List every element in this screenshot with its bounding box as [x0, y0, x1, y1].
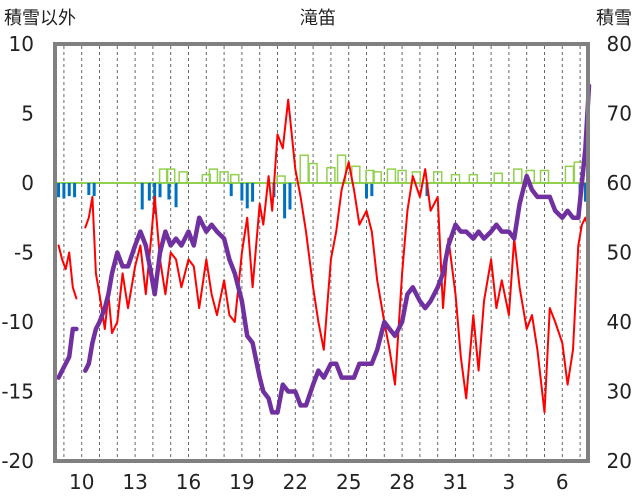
blue-bar	[167, 183, 171, 200]
x-tick-label: 22	[283, 470, 308, 494]
left-tick-label: -10	[1, 310, 34, 334]
green-bar	[365, 169, 375, 184]
green-bar	[397, 169, 407, 184]
line-layer	[56, 83, 592, 415]
x-tick-label: 31	[443, 470, 468, 494]
blue-bar	[245, 183, 249, 209]
snow-depth-line	[56, 83, 592, 415]
green-bar	[372, 171, 382, 184]
left-tick-label: 5	[21, 102, 34, 126]
x-tick-label: 16	[176, 470, 201, 494]
blue-bar	[583, 183, 587, 202]
blue-bar	[73, 183, 77, 198]
blue-bar	[251, 183, 255, 202]
x-axis-ticks: 10 13 16 19 22 25 28 31 3 6	[69, 470, 569, 494]
green-bar	[450, 173, 461, 184]
left-tick-label: 10	[9, 32, 34, 56]
blue-bar	[57, 183, 61, 198]
x-tick-label: 3	[503, 470, 516, 494]
left-tick-label: -20	[1, 449, 34, 473]
x-tick-label: 6	[556, 470, 569, 494]
blue-bar	[174, 183, 178, 208]
blue-bar	[62, 183, 66, 199]
blue-bar	[288, 183, 292, 210]
right-tick-label: 30	[607, 380, 632, 404]
green-bar	[564, 165, 575, 184]
right-tick-label: 60	[607, 171, 632, 195]
green-bar	[493, 172, 503, 184]
green-bar	[386, 168, 397, 184]
green-bar	[165, 168, 176, 184]
x-tick-label: 25	[336, 470, 361, 494]
right-tick-label: 80	[607, 32, 632, 56]
blue-bar	[92, 183, 96, 197]
x-tick-label: 19	[229, 470, 254, 494]
chart-title: 滝笛	[300, 8, 336, 29]
green-bar	[230, 173, 240, 184]
green-bar	[299, 154, 309, 184]
blue-bar	[365, 183, 368, 199]
blue-bar	[147, 183, 151, 201]
bar-layer	[57, 154, 587, 219]
x-tick-label: 13	[122, 470, 147, 494]
green-bar	[219, 171, 229, 184]
left-tick-label: 0	[21, 171, 34, 195]
plot-frame	[53, 42, 590, 463]
right-tick-label: 70	[607, 102, 632, 126]
right-tick-label: 20	[607, 449, 632, 473]
green-bar	[326, 166, 336, 184]
green-bar	[539, 169, 550, 184]
x-tick-label: 28	[389, 470, 414, 494]
left-tick-label: -15	[1, 380, 34, 404]
left-axis-label: 積雪以外	[4, 8, 76, 29]
blue-bar	[140, 183, 144, 210]
blue-bar	[240, 183, 244, 201]
left-tick-label: -5	[14, 241, 34, 265]
right-axis-ticks: 80 70 60 50 40 30 20	[607, 32, 632, 473]
green-bar	[208, 168, 219, 184]
green-bar	[336, 154, 347, 184]
blue-bar	[370, 183, 374, 197]
right-tick-label: 50	[607, 241, 632, 265]
green-bar	[201, 173, 212, 184]
green-bar	[432, 171, 443, 184]
green-bar	[308, 162, 318, 184]
green-bar	[468, 173, 479, 184]
blue-bar	[283, 183, 287, 219]
blue-bar	[87, 183, 91, 196]
right-tick-label: 40	[607, 310, 632, 334]
temperature-line	[57, 98, 590, 414]
green-bar	[513, 168, 523, 184]
x-tick-label: 10	[69, 470, 94, 494]
blue-bar	[158, 183, 162, 198]
green-bar	[178, 171, 188, 184]
blue-bar	[67, 183, 71, 197]
green-bar	[158, 168, 169, 184]
left-axis-ticks: 10 5 0 -5 -10 -15 -20	[1, 32, 34, 473]
blue-bar	[229, 183, 233, 197]
green-bar	[276, 175, 286, 184]
right-axis-label: 積雪	[596, 8, 632, 29]
